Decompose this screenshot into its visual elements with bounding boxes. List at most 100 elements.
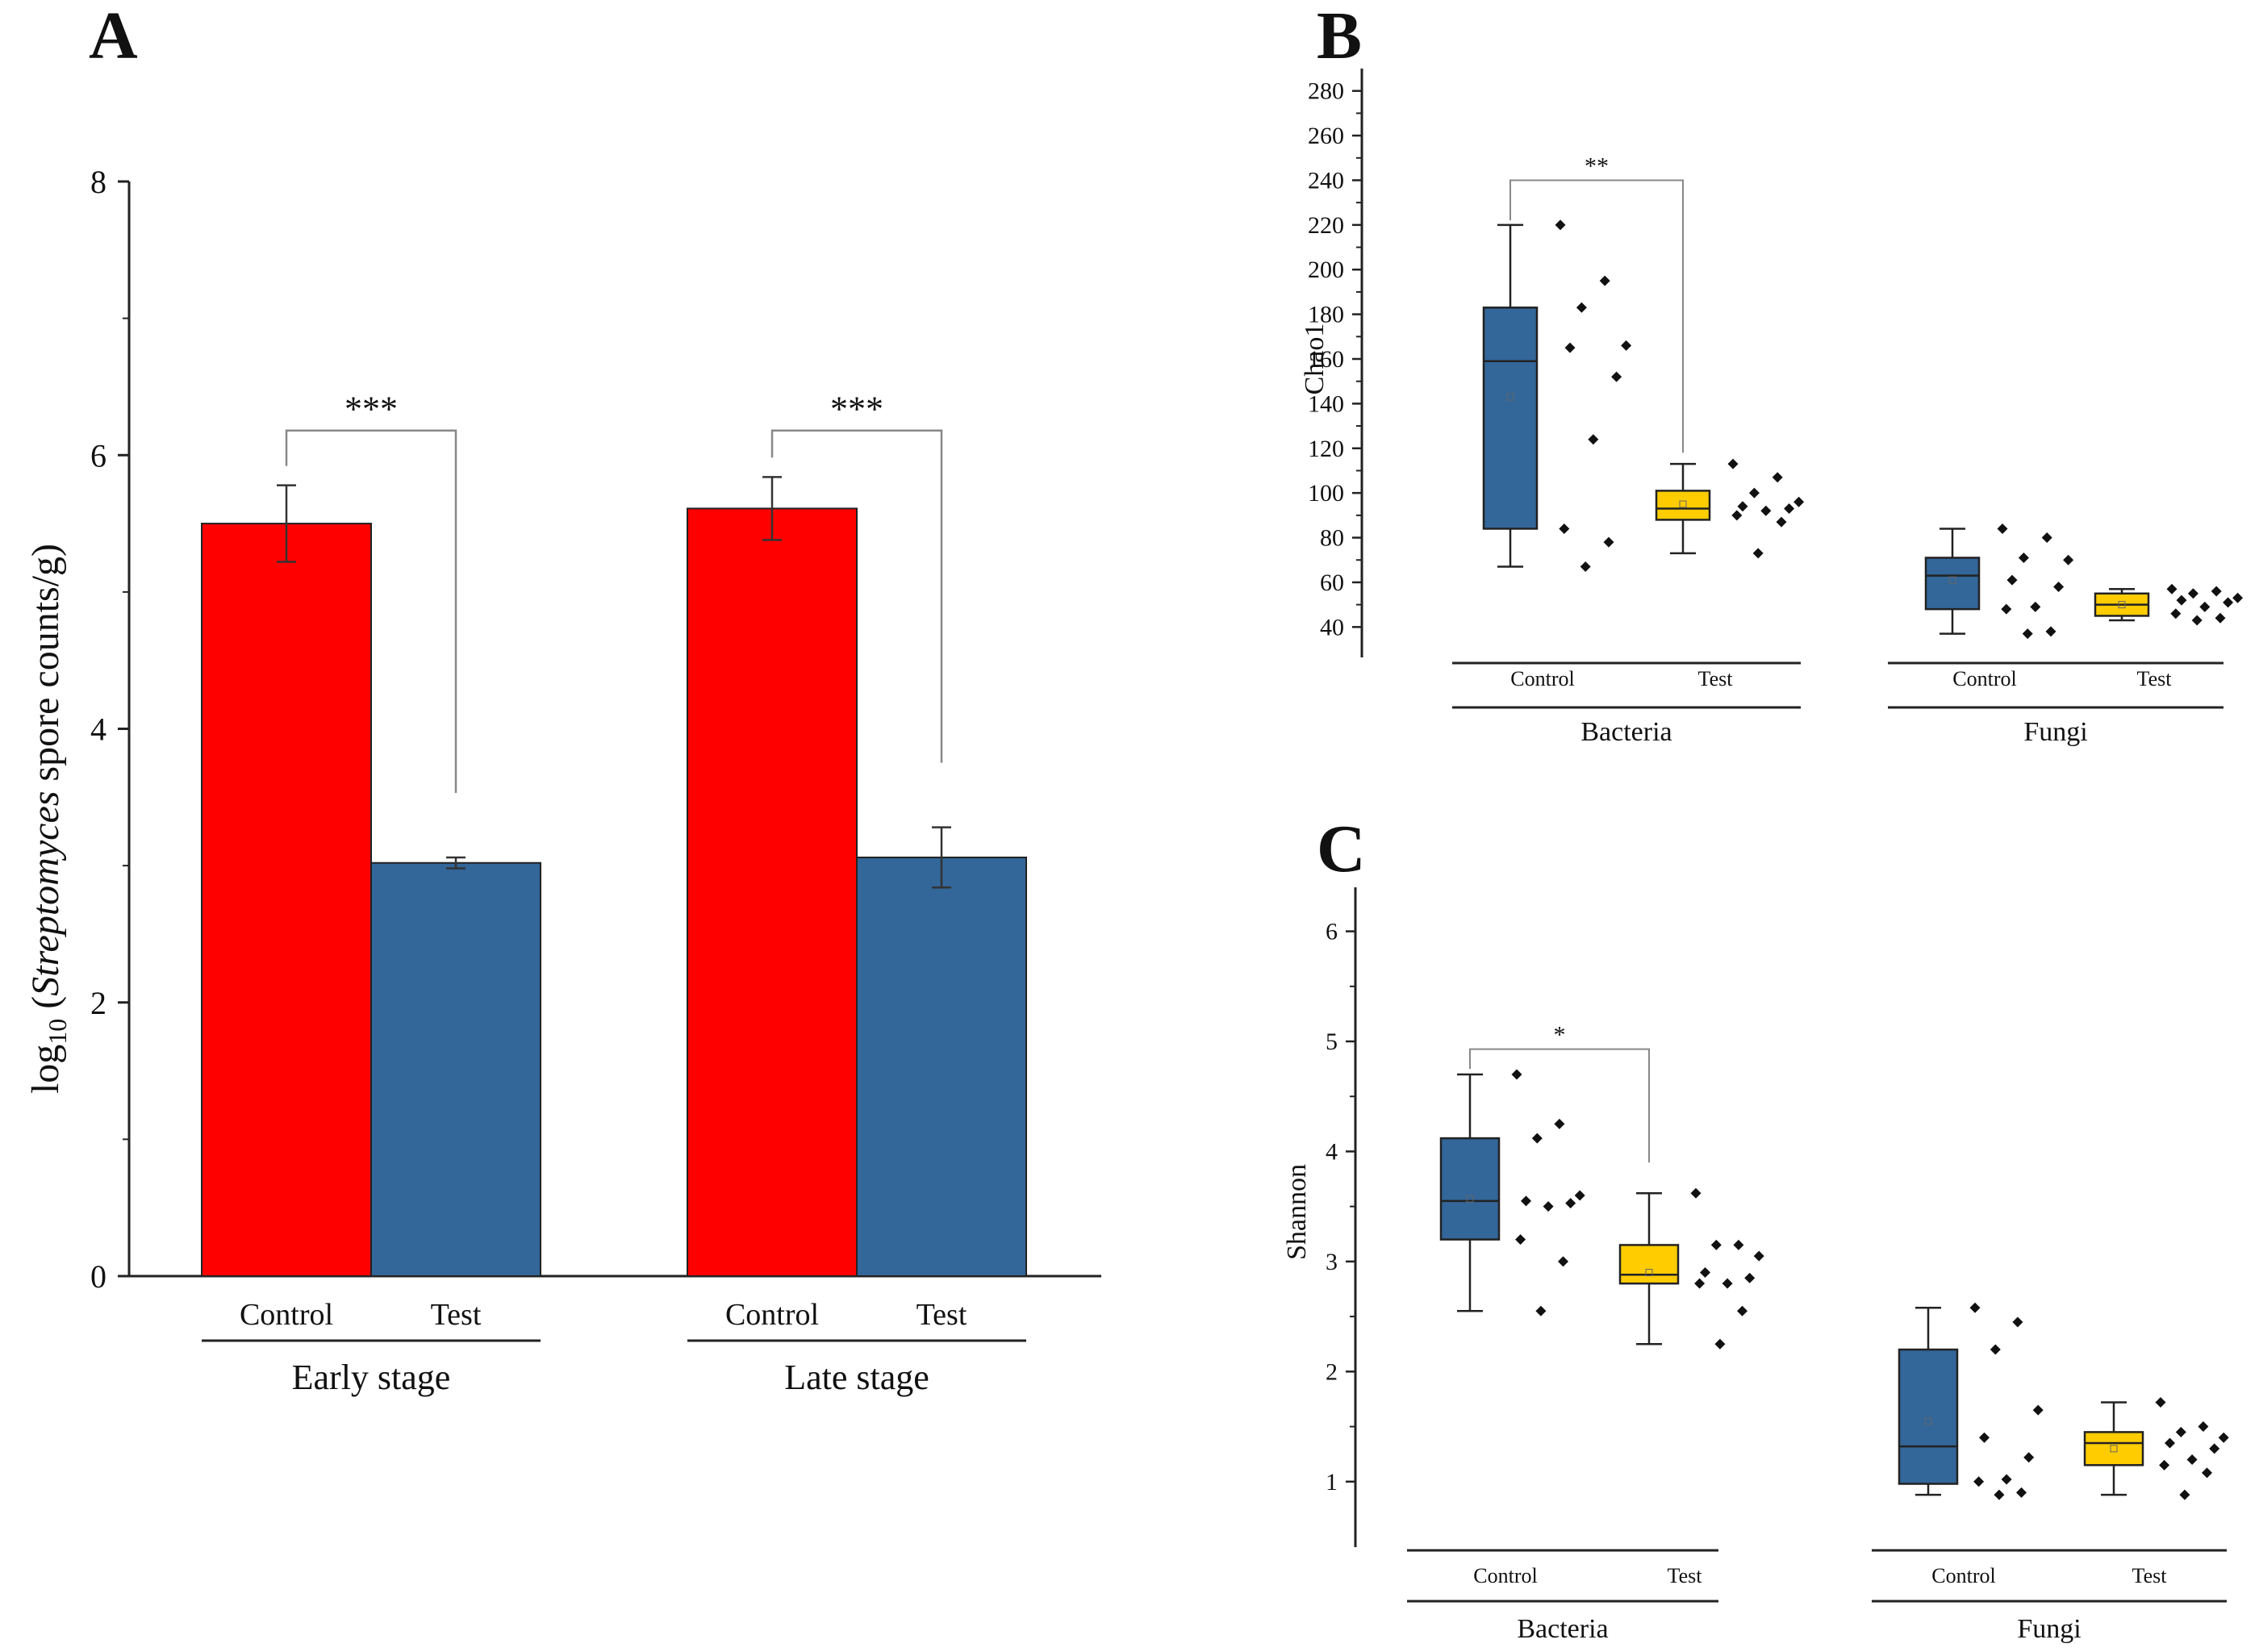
data-point (2016, 1487, 2027, 1498)
data-point (1733, 1239, 1744, 1250)
data-point (1752, 548, 1764, 559)
panel-a-chart: 0 2 4 6 8 Control Test *** Early stage Control Tes… (90, 164, 1101, 1397)
y-tick-label: 0 (90, 1258, 106, 1295)
data-point (1997, 523, 2008, 534)
significance-bracket (770, 429, 943, 763)
panel-a-ylabel: log10 (Streptomyces spore counts/g) (24, 544, 72, 1094)
mean-marker (1948, 576, 1956, 584)
data-point (1760, 505, 1772, 516)
data-point (2186, 1454, 2198, 1465)
ylabel-rest: spore counts/g) (24, 544, 67, 791)
data-point (2006, 574, 2018, 586)
data-point (1727, 458, 1739, 469)
significance-bracket (1509, 179, 1684, 453)
data-point (2232, 592, 2244, 603)
ylabel-italic: Streptomyces (24, 791, 67, 996)
significance-label: *** (830, 390, 883, 429)
data-point (2179, 1489, 2190, 1500)
data-point (1737, 1305, 1747, 1316)
data-point (1543, 1201, 1554, 1212)
data-point (2159, 1459, 2170, 1471)
data-point (1576, 302, 1587, 313)
data-point (2209, 1443, 2220, 1454)
data-point (2023, 1452, 2035, 1463)
x-tick-label: Test (2137, 667, 2173, 690)
data-point (1531, 1133, 1543, 1144)
y-axis-label: Chao1 (1300, 323, 1330, 395)
x-tick-label: Control (1952, 667, 2016, 690)
data-point (1714, 1338, 1726, 1350)
data-point (1535, 1305, 1547, 1316)
data-point (2187, 588, 2198, 599)
mean-marker (1679, 500, 1687, 508)
group-label: Bacteria (1517, 1614, 1608, 1644)
y-tick-label: 120 (1308, 436, 1344, 462)
data-point (2063, 554, 2074, 565)
data-point (1621, 340, 1632, 351)
box (1655, 490, 1711, 521)
data-point (2001, 603, 2012, 615)
data-point (2155, 1397, 2166, 1408)
mean-marker (1506, 393, 1514, 401)
data-point (1515, 1234, 1526, 1245)
significance-label: *** (344, 390, 398, 429)
data-point (2211, 586, 2222, 597)
data-point (2012, 1316, 2023, 1328)
data-point (1599, 275, 1610, 286)
y-tick-label: 280 (1308, 78, 1344, 105)
panel-a-letter: A (89, 0, 138, 73)
data-point (1776, 516, 1787, 528)
y-tick-label: 2 (1326, 1358, 1338, 1385)
x-tick-label: Control (1473, 1564, 1537, 1587)
data-point (1973, 1476, 1985, 1487)
panel-b-chart: 40 60 80 100 120 140 160 180 200 220 240 260 280 Chao… (1300, 69, 2244, 747)
box (2083, 1431, 2144, 1466)
bar (687, 507, 858, 1277)
data-point (1784, 503, 1795, 515)
x-tick-label: Control (725, 1298, 819, 1332)
data-point (1694, 1278, 1706, 1289)
group-label: Early stage (292, 1358, 451, 1397)
panel-c-letter: C (1317, 811, 1366, 886)
y-tick-label: 240 (1308, 167, 1344, 194)
y-tick-label: 260 (1308, 123, 1344, 149)
data-point (2053, 581, 2065, 592)
data-point (2215, 612, 2226, 624)
mean-marker (1466, 1195, 1474, 1203)
data-point (1737, 501, 1748, 512)
group-label: Bacteria (1580, 717, 1672, 747)
ylabel-prefix: log (24, 1045, 67, 1094)
y-tick-label: 200 (1308, 257, 1344, 283)
data-point (2030, 601, 2041, 612)
data-point (2202, 1467, 2212, 1479)
mean-marker (1645, 1269, 1653, 1277)
ylabel-open: ( (24, 996, 67, 1019)
data-point (2045, 626, 2056, 637)
data-point (1772, 472, 1783, 483)
group-label: Fungi (2017, 1614, 2081, 1644)
mean-marker (1924, 1417, 1932, 1425)
data-point (2199, 601, 2211, 612)
y-tick-label: 40 (1320, 614, 1344, 640)
data-point (1731, 510, 1743, 521)
data-point (1744, 1272, 1756, 1283)
mean-marker (2118, 601, 2126, 609)
y-tick-label: 220 (1308, 212, 1344, 239)
significance-bracket (285, 429, 457, 793)
data-point (2018, 552, 2029, 563)
data-point (1558, 1256, 1568, 1267)
x-tick-label: Test (431, 1298, 482, 1332)
box (1618, 1244, 1680, 1285)
box (1482, 307, 1539, 530)
data-point (2022, 628, 2033, 640)
panel-c-chart: 1 2 3 4 5 6 Shannon Control Test * Bacteria Control… (1282, 887, 2229, 1644)
data-point (2170, 608, 2182, 620)
data-point (1574, 1190, 1585, 1201)
data-point (1710, 1239, 1722, 1250)
box (1439, 1137, 1501, 1241)
data-point (2165, 1437, 2175, 1449)
data-point (1793, 496, 1805, 507)
y-tick-label: 2 (90, 985, 106, 1021)
y-tick-label: 6 (1326, 919, 1338, 945)
